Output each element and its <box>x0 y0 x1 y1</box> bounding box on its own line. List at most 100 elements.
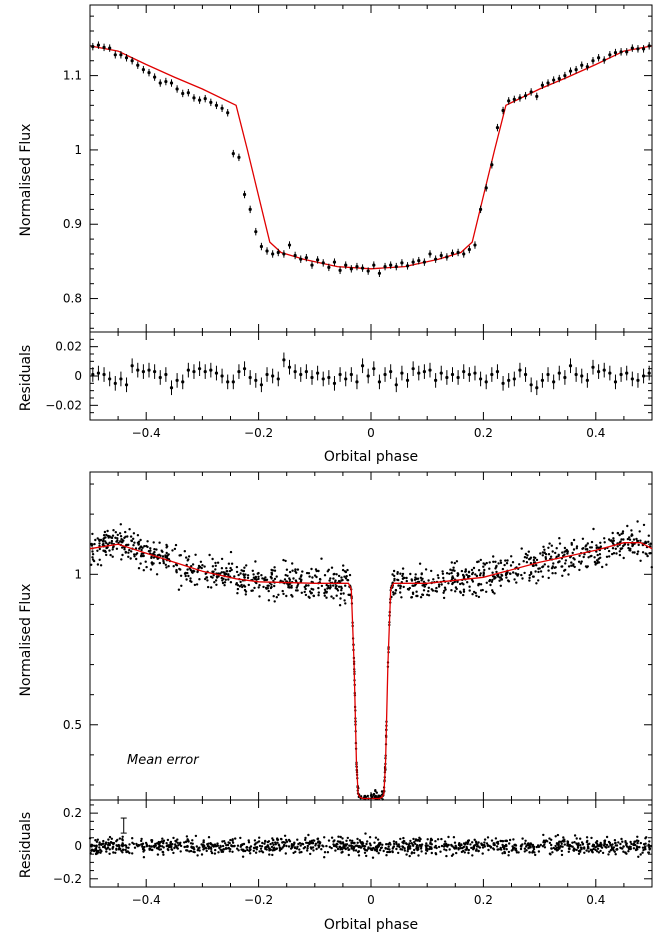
data-point <box>124 535 127 538</box>
residual-point <box>124 383 129 387</box>
data-point <box>471 571 475 574</box>
data-point <box>450 571 453 575</box>
data-point <box>323 594 326 597</box>
data-point <box>310 567 313 571</box>
data-point <box>513 578 516 581</box>
residual-point <box>127 846 130 849</box>
residual-point <box>627 850 630 853</box>
residual-point <box>430 851 433 855</box>
data-point <box>647 534 650 537</box>
data-point <box>215 583 218 586</box>
bottom-flux-ticks: 0.51 <box>63 472 653 800</box>
residual-point <box>443 843 446 846</box>
data-point <box>554 551 557 555</box>
residual-point <box>492 848 496 851</box>
data-point <box>540 83 545 87</box>
residual-point <box>95 840 99 843</box>
residual-point <box>611 847 615 850</box>
residual-point <box>361 842 365 845</box>
residual-point <box>639 853 642 856</box>
residual-point <box>573 834 577 837</box>
data-point <box>192 569 195 572</box>
residual-point <box>647 851 651 854</box>
residual-point <box>614 853 617 856</box>
data-point <box>273 569 277 572</box>
residual-point <box>121 842 124 845</box>
data-point <box>122 539 125 542</box>
residual-point <box>507 854 510 857</box>
residual-point <box>417 371 421 375</box>
data-point <box>447 582 450 585</box>
data-point <box>650 566 653 569</box>
residual-point <box>599 841 602 845</box>
residual-point <box>209 843 213 846</box>
residual-point <box>596 844 600 847</box>
residual-point <box>596 847 600 850</box>
data-point <box>332 584 335 587</box>
residual-point <box>401 841 404 844</box>
data-point <box>334 585 338 588</box>
residual-point <box>406 845 410 849</box>
data-point <box>98 538 101 541</box>
data-point <box>527 550 530 553</box>
residual-point <box>141 845 144 848</box>
data-point <box>335 587 339 591</box>
residual-point <box>117 844 121 847</box>
data-point <box>603 541 606 544</box>
data-point <box>314 568 318 571</box>
residual-point <box>368 836 372 839</box>
data-point <box>258 584 261 587</box>
residual-point <box>561 845 564 848</box>
residual-point <box>551 851 554 854</box>
residual-point <box>614 841 617 845</box>
residual-point <box>583 847 586 850</box>
residual-point <box>595 850 599 853</box>
residual-point <box>274 843 277 846</box>
residual-point <box>388 850 392 854</box>
data-point <box>271 569 275 572</box>
data-point <box>185 556 188 559</box>
data-point <box>240 583 243 587</box>
residual-point <box>477 845 480 848</box>
data-point <box>304 593 308 597</box>
data-point <box>394 592 397 595</box>
data-point <box>340 589 343 592</box>
residual-point <box>259 847 263 850</box>
residual-point <box>323 851 327 854</box>
residual-point <box>385 854 388 857</box>
residual-point <box>594 848 597 852</box>
data-point <box>220 557 224 561</box>
data-point <box>330 566 334 569</box>
residual-point <box>96 852 99 855</box>
data-point <box>288 570 292 574</box>
data-point <box>229 550 233 554</box>
data-point <box>584 548 588 551</box>
data-point <box>518 563 521 566</box>
data-point <box>139 562 142 565</box>
data-point <box>158 541 161 544</box>
residual-point <box>135 842 138 846</box>
bottom-residuals-data <box>88 832 653 859</box>
residual-point <box>608 371 612 375</box>
data-point <box>310 587 313 591</box>
residual-point <box>131 852 134 855</box>
residual-point <box>514 844 518 847</box>
residual-point <box>397 851 400 855</box>
data-point <box>341 568 345 572</box>
residual-point <box>490 839 494 842</box>
residual-point <box>539 843 542 847</box>
data-point <box>456 572 460 575</box>
data-point <box>572 538 576 542</box>
residual-point <box>613 850 616 853</box>
data-point <box>582 547 585 550</box>
residual-point <box>271 853 274 857</box>
residual-point <box>556 848 559 852</box>
data-point <box>528 558 531 561</box>
residual-point <box>639 841 642 845</box>
residual-point <box>447 843 450 847</box>
data-point <box>135 552 139 555</box>
residual-point <box>575 837 578 840</box>
residual-point <box>284 841 287 844</box>
data-point <box>605 563 608 566</box>
data-point <box>270 572 274 575</box>
